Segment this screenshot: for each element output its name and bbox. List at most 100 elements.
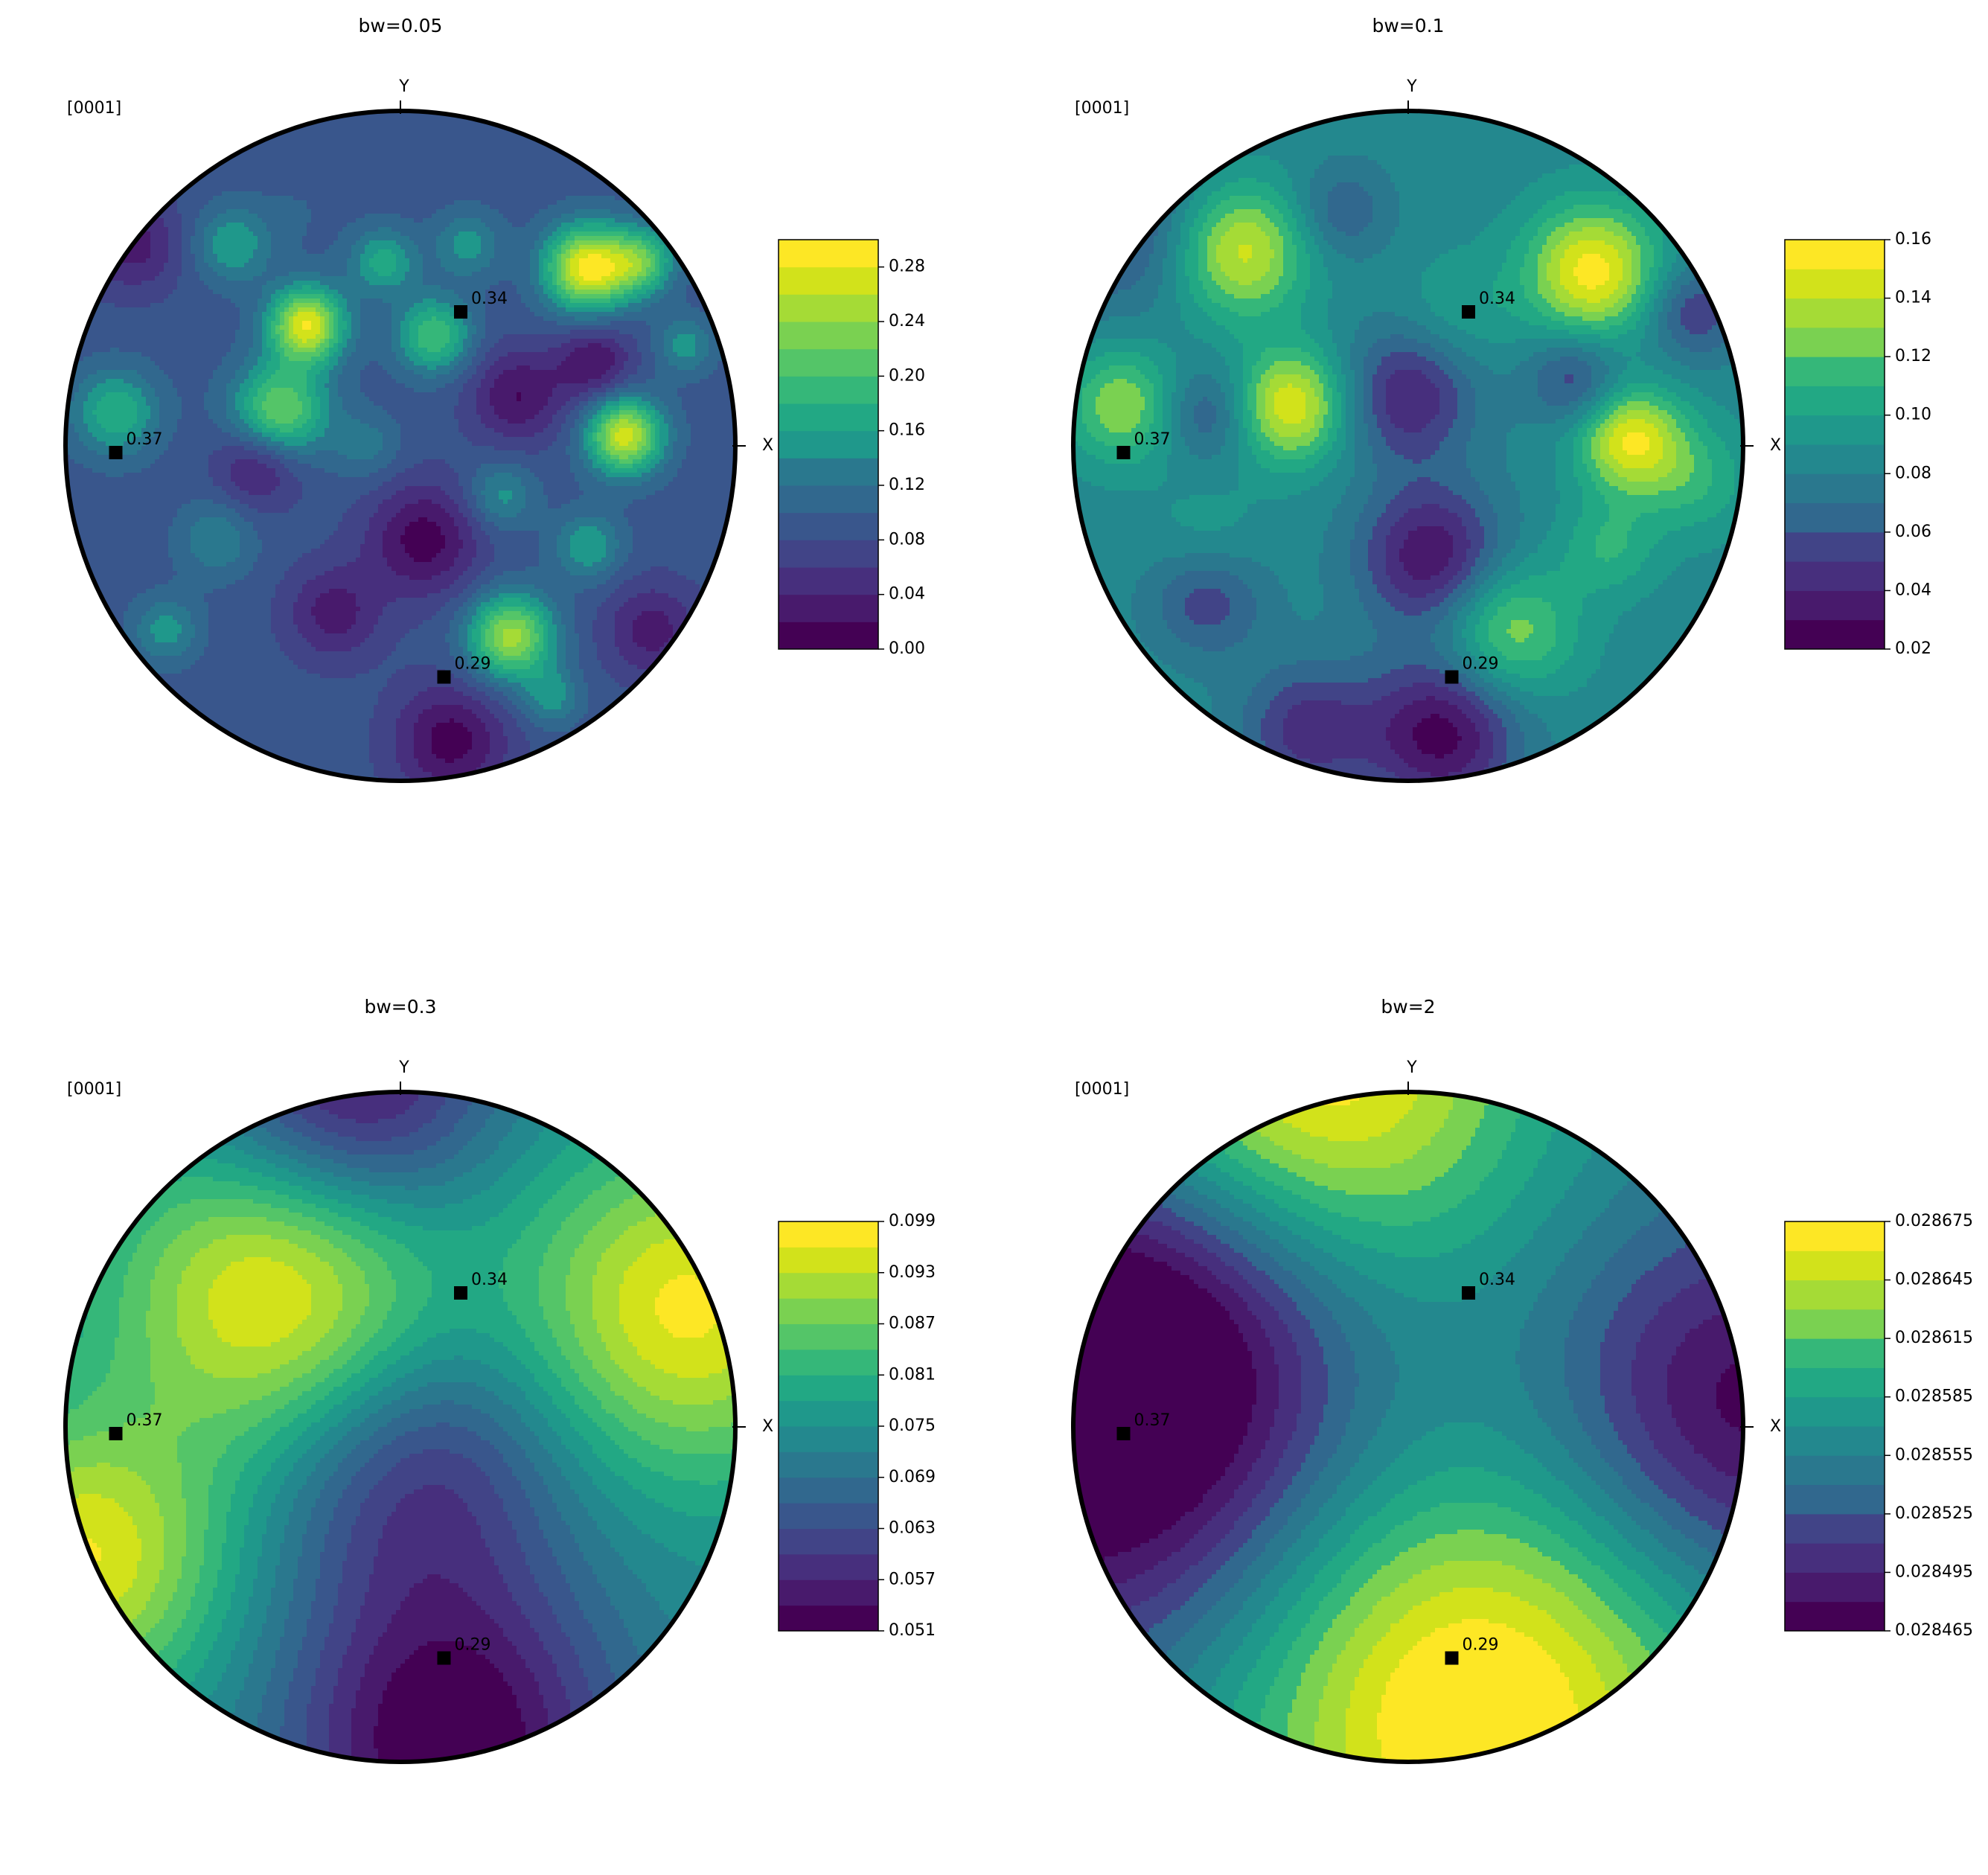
colorbar: 0.0510.0570.0630.0690.0750.0810.0870.093… [779, 1212, 936, 1640]
colorbar-band [1785, 620, 1885, 650]
pole-marker [1462, 1286, 1475, 1300]
colorbar-band [1785, 1543, 1885, 1573]
colorbar-band [1785, 561, 1885, 591]
colorbar-band [779, 294, 878, 322]
colorbar-band [779, 567, 878, 595]
colorbar-tick-label: 0.028615 [1895, 1329, 1973, 1347]
pole-marker-label: 0.29 [455, 1636, 491, 1655]
pole-marker-label: 0.29 [1463, 1636, 1499, 1655]
colorbar-tick-label: 0.075 [889, 1416, 936, 1435]
colorbar-tick-label: 0.081 [889, 1365, 936, 1384]
pole-marker-label: 0.37 [1134, 1411, 1171, 1430]
colorbar-tick-label: 0.051 [889, 1621, 936, 1640]
colorbar-band [779, 1298, 878, 1324]
pole-marker-label: 0.29 [1463, 655, 1499, 674]
panel-title: bw=0.3 [364, 996, 436, 1018]
y-axis-label: Y [1406, 77, 1417, 96]
colorbar-band [779, 1273, 878, 1299]
colorbar-band [779, 431, 878, 459]
colorbar-band [1785, 532, 1885, 562]
pole-marker [438, 1652, 451, 1665]
pole-figure-panel: bw=2[0001]YX0.340.370.290.0284650.028495… [1073, 996, 1973, 1763]
colorbar-tick-label: 0.087 [889, 1315, 936, 1333]
colorbar-band [779, 322, 878, 349]
pole-marker [109, 1427, 123, 1440]
pole-marker [1445, 671, 1459, 684]
colorbar-band [1785, 269, 1885, 298]
colorbar-band [1785, 1221, 1885, 1251]
pole-marker-label: 0.37 [1134, 430, 1171, 449]
colorbar-tick-label: 0.028525 [1895, 1504, 1973, 1523]
colorbar-band [1785, 386, 1885, 415]
colorbar-tick-label: 0.10 [1895, 406, 1931, 424]
colorbar-band [1785, 473, 1885, 503]
colorbar-band [779, 513, 878, 540]
colorbar-tick-label: 0.028585 [1895, 1387, 1973, 1406]
colorbar-band [1785, 1338, 1885, 1368]
colorbar-band [779, 458, 878, 485]
y-axis-label: Y [398, 1058, 409, 1077]
colorbar-tick-label: 0.099 [889, 1212, 936, 1230]
pole-marker [1462, 305, 1475, 319]
colorbar-band [779, 1503, 878, 1529]
colorbar-band [779, 267, 878, 295]
colorbar-band [779, 403, 878, 431]
projection-label: [0001] [67, 1080, 121, 1099]
colorbar-band [1785, 1426, 1885, 1456]
x-axis-label: X [1770, 436, 1781, 455]
contour-field [1073, 1092, 1744, 1763]
colorbar-band [779, 1349, 878, 1376]
colorbar-band [779, 1606, 878, 1632]
pole-marker [1445, 1652, 1459, 1665]
colorbar-band [779, 1375, 878, 1401]
colorbar-band [779, 485, 878, 513]
colorbar-band [779, 540, 878, 567]
pole-figure-panel: bw=0.3[0001]YX0.340.370.290.0510.0570.06… [65, 996, 936, 1763]
colorbar-band [779, 1579, 878, 1606]
colorbar-tick-label: 0.028465 [1895, 1621, 1973, 1640]
colorbar-tick-label: 0.28 [889, 258, 925, 276]
colorbar: 0.020.040.060.080.100.120.140.16 [1785, 230, 1931, 658]
colorbar-tick-label: 0.093 [889, 1263, 936, 1282]
colorbar-tick-label: 0.028495 [1895, 1562, 1973, 1581]
colorbar-band [1785, 1280, 1885, 1310]
colorbar-tick-label: 0.04 [1895, 581, 1931, 599]
colorbar-band [1785, 590, 1885, 620]
projection-label: [0001] [1075, 99, 1129, 118]
colorbar-band [1785, 415, 1885, 445]
x-axis-label: X [1770, 1417, 1781, 1436]
contour-field [1073, 111, 1744, 782]
colorbar-band [1785, 1250, 1885, 1280]
colorbar-tick-label: 0.063 [889, 1519, 936, 1538]
pole-figure-panel: bw=0.1[0001]YX0.340.370.290.020.040.060.… [1073, 15, 1931, 782]
colorbar-tick-label: 0.02 [1895, 639, 1931, 658]
x-axis-label: X [762, 436, 773, 455]
colorbar-tick-label: 0.12 [1895, 347, 1931, 365]
colorbar-band [779, 1247, 878, 1273]
colorbar-band [1785, 1309, 1885, 1339]
colorbar-band [779, 1451, 878, 1478]
projection-label: [0001] [67, 99, 121, 118]
pole-marker-label: 0.29 [455, 655, 491, 674]
colorbar-tick-label: 0.20 [889, 366, 925, 385]
colorbar-tick-label: 0.14 [1895, 289, 1931, 307]
colorbar-band [1785, 1485, 1885, 1515]
colorbar-band [779, 1401, 878, 1427]
contour-field [65, 1092, 736, 1763]
colorbar-band [1785, 1514, 1885, 1544]
colorbar-band [779, 595, 878, 622]
colorbar-band [1785, 1397, 1885, 1427]
colorbar-band [779, 376, 878, 403]
projection-label: [0001] [1075, 1080, 1129, 1099]
panel-title: bw=0.05 [359, 15, 443, 36]
x-axis-label: X [762, 1417, 773, 1436]
colorbar-band [1785, 298, 1885, 328]
colorbar-tick-label: 0.028645 [1895, 1271, 1973, 1289]
pole-marker [438, 671, 451, 684]
colorbar-band [779, 1324, 878, 1350]
colorbar-tick-label: 0.08 [1895, 464, 1931, 482]
pole-marker-label: 0.34 [471, 1271, 508, 1289]
contour-field [65, 111, 736, 782]
y-axis-label: Y [1406, 1058, 1417, 1077]
pole-marker [1117, 1427, 1131, 1440]
